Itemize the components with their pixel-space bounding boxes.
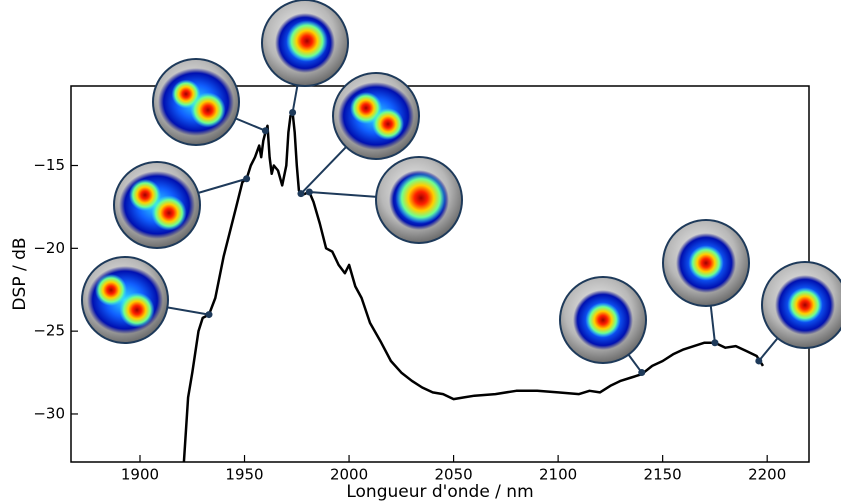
- mode-image: [560, 277, 646, 363]
- x-tick-label: 2150: [644, 466, 682, 484]
- mode-lobe: [372, 108, 404, 140]
- x-tick-label: 1900: [121, 466, 159, 484]
- mode-lobe: [95, 274, 127, 306]
- highlight-point: [711, 339, 719, 347]
- highlight-point: [261, 127, 269, 135]
- mode-border: [375, 156, 463, 244]
- mode-lobe: [119, 292, 155, 328]
- x-tick-label: 2050: [434, 466, 472, 484]
- mode-lobe: [151, 195, 187, 231]
- mode-lobe: [350, 92, 382, 124]
- highlight-point: [638, 369, 646, 377]
- x-tick-label: 2000: [330, 466, 368, 484]
- mode-lobe: [190, 92, 226, 128]
- mode-border: [559, 276, 647, 364]
- highlight-point: [297, 190, 305, 198]
- mode-image: [333, 73, 419, 159]
- mode-lobe: [395, 172, 447, 224]
- x-tick-label: 2200: [748, 466, 786, 484]
- mode-image: [376, 157, 462, 243]
- mode-lobe: [585, 302, 621, 338]
- highlight-point: [755, 357, 763, 365]
- mode-image: [262, 0, 348, 86]
- mode-border: [113, 161, 201, 249]
- x-axis-label: Longueur d'onde / nm: [346, 482, 533, 502]
- y-axis-label: DSP / dB: [10, 237, 30, 310]
- mode-image: [82, 257, 168, 343]
- highlight-point: [205, 311, 213, 319]
- highlight-point: [243, 175, 251, 183]
- mode-border: [81, 256, 169, 344]
- mode-image: [663, 220, 749, 306]
- y-tick-label: −25: [33, 322, 65, 340]
- y-tick-label: −15: [33, 156, 65, 174]
- mode-border: [261, 0, 349, 87]
- mode-image: [762, 262, 841, 348]
- y-tick-label: −20: [33, 239, 65, 257]
- mode-border: [662, 219, 750, 307]
- mode-image: [153, 59, 239, 145]
- mode-lobe: [787, 287, 823, 323]
- highlight-point: [289, 109, 297, 117]
- x-tick-label: 2100: [539, 466, 577, 484]
- spectrum-line: [182, 111, 765, 463]
- mode-border: [152, 58, 240, 146]
- mode-lobe: [688, 245, 724, 281]
- highlight-point: [305, 188, 313, 196]
- mode-border: [332, 72, 420, 160]
- x-tick-label: 1950: [225, 466, 263, 484]
- mode-border: [761, 261, 841, 349]
- mode-image: [114, 162, 200, 248]
- y-tick-label: −30: [33, 404, 65, 422]
- mode-lobe: [286, 20, 328, 62]
- mode-lobe: [129, 179, 161, 211]
